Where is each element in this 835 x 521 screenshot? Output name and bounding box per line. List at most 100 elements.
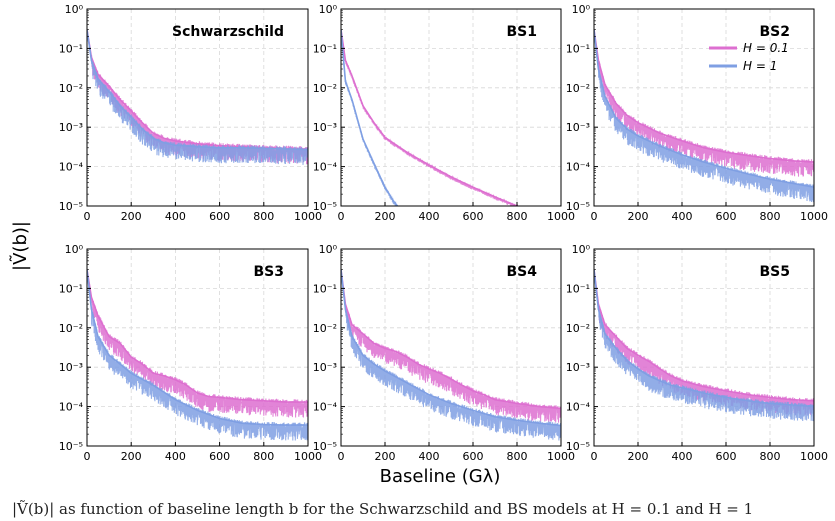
legend-label: H = 0.1 <box>743 41 789 55</box>
series-band <box>594 269 814 416</box>
y-tick-label: 10⁻¹ <box>566 42 590 55</box>
y-tick-label: 10⁻⁵ <box>59 200 83 213</box>
panel-title: Schwarzschild <box>172 24 284 40</box>
x-tick-label: 200 <box>375 450 396 463</box>
panel-schwarzschild: 0 200 400 600 800 1000 10⁻⁵ 10⁻⁴ 10⁻³ 10⁻² 10⁻¹ 10⁰… <box>59 3 322 223</box>
axes-frame <box>593 248 815 447</box>
y-tick-label: 10⁻⁴ <box>313 161 338 174</box>
x-tick-label: 200 <box>628 210 649 223</box>
x-tick-label: 800 <box>760 210 781 223</box>
axes-frame <box>340 8 562 207</box>
x-tick-label: 400 <box>165 210 186 223</box>
axes-frame <box>593 8 815 207</box>
series-line <box>341 29 521 206</box>
x-tick-label: 200 <box>121 450 142 463</box>
panel-bs3: 0 200 400 600 800 1000 10⁻⁵ 10⁻⁴ 10⁻³ 10⁻² 10⁻¹ 10⁰… <box>59 243 322 463</box>
x-tick-label: 200 <box>121 210 142 223</box>
x-tick-label: 800 <box>507 210 528 223</box>
x-tick-label: 400 <box>165 450 186 463</box>
series-band <box>341 269 561 423</box>
panel-title: BS3 <box>254 264 285 280</box>
x-tick-label: 0 <box>84 450 91 463</box>
legend-label: H = 1 <box>743 59 777 73</box>
x-tick-label: 600 <box>463 450 484 463</box>
x-tick-label: 0 <box>338 450 345 463</box>
series-line <box>341 29 399 206</box>
y-tick-label: 10⁻⁴ <box>566 401 591 414</box>
y-tick-label: 10⁻³ <box>566 361 590 374</box>
x-tick-label: 1000 <box>547 450 575 463</box>
x-tick-label: 0 <box>338 210 345 223</box>
series-line <box>594 29 814 188</box>
x-tick-label: 1000 <box>547 210 575 223</box>
x-tick-label: 400 <box>672 210 693 223</box>
series-line <box>87 269 308 403</box>
y-axis-label: |Ṽ(b)| <box>9 221 31 271</box>
panel-title: BS5 <box>760 264 791 280</box>
x-tick-label: 600 <box>716 210 737 223</box>
y-tick-label: 10⁰ <box>65 3 84 16</box>
series-line <box>341 269 561 427</box>
x-tick-label: 1000 <box>800 450 828 463</box>
x-tick-label: 400 <box>672 450 693 463</box>
y-tick-label: 10⁻⁵ <box>566 200 590 213</box>
plot-area <box>341 29 521 206</box>
series-line <box>87 269 308 426</box>
figure-caption: |Ṽ(b)| as function of baseline length b … <box>12 500 754 518</box>
y-tick-label: 10⁰ <box>572 243 591 256</box>
y-tick-label: 10⁻² <box>566 82 590 95</box>
y-tick-label: 10⁻⁴ <box>59 401 84 414</box>
x-tick-label: 800 <box>253 210 274 223</box>
y-tick-label: 10⁻⁴ <box>566 161 591 174</box>
series-line <box>594 29 814 163</box>
y-tick-label: 10⁻³ <box>566 121 590 134</box>
panel-bs1: 0 200 400 600 800 1000 10⁻⁵ 10⁻⁴ 10⁻³ 10⁻² 10⁻¹ 10⁰… <box>313 3 575 223</box>
y-tick-label: 10⁻³ <box>59 361 83 374</box>
y-tick-label: 10⁻¹ <box>313 42 337 55</box>
x-tick-label: 800 <box>507 450 528 463</box>
plot-area <box>87 269 308 441</box>
x-tick-label: 600 <box>209 450 230 463</box>
plot-area <box>594 29 814 203</box>
panel-title: BS1 <box>507 24 538 40</box>
series-band <box>87 29 308 165</box>
x-tick-label: 600 <box>463 210 484 223</box>
series-band <box>341 29 398 206</box>
x-tick-label: 1000 <box>294 210 322 223</box>
series-line <box>594 269 814 402</box>
legend: H = 0.1 H = 1 <box>709 41 789 73</box>
figure: Baseline (Gλ) |Ṽ(b)| 0 200 400 600 800 100010… <box>9 3 828 487</box>
axes-frame <box>340 248 562 447</box>
x-tick-label: 800 <box>253 450 274 463</box>
x-tick-label: 200 <box>628 450 649 463</box>
panels: 0 200 400 600 800 100010⁻⁵10⁻⁴10⁻³10⁻²10⁻¹10⁰… <box>59 3 828 463</box>
x-tick-label: 0 <box>591 450 598 463</box>
x-tick-label: 400 <box>419 450 440 463</box>
plot-area <box>87 29 308 165</box>
y-tick-label: 10⁰ <box>319 3 338 16</box>
plot-area <box>341 269 561 441</box>
x-axis-label: Baseline (Gλ) <box>380 466 501 487</box>
x-tick-label: 0 <box>591 210 598 223</box>
y-tick-label: 10⁻¹ <box>59 282 83 295</box>
x-tick-label: 600 <box>209 210 230 223</box>
series-band <box>87 269 308 441</box>
series-line <box>87 29 308 151</box>
x-tick-label: 0 <box>84 210 91 223</box>
panel-bs4: 0 200 400 600 800 1000 10⁻⁵ 10⁻⁴ 10⁻³ 10⁻² 10⁻¹ 10⁰… <box>313 243 575 463</box>
y-tick-label: 10⁻⁵ <box>59 440 83 453</box>
y-tick-label: 10⁻³ <box>59 121 83 134</box>
x-tick-label: 200 <box>375 210 396 223</box>
y-tick-label: 10⁻³ <box>313 361 337 374</box>
series-line <box>87 29 308 150</box>
y-tick-label: 10⁰ <box>319 243 338 256</box>
y-tick-label: 10⁻¹ <box>313 282 337 295</box>
y-tick-label: 10⁻² <box>566 322 590 335</box>
panel-title: BS2 <box>760 24 791 40</box>
y-tick-label: 10⁻⁵ <box>313 200 337 213</box>
y-tick-label: 10⁻¹ <box>566 282 590 295</box>
y-tick-label: 10⁻² <box>59 82 83 95</box>
x-tick-label: 1000 <box>294 450 322 463</box>
panel-bs2: 0 200 400 600 800 1000 10⁻⁵ 10⁻⁴ 10⁻³ 10⁻² 10⁻¹ 10⁰… <box>566 3 828 223</box>
y-tick-label: 10⁻² <box>313 322 337 335</box>
